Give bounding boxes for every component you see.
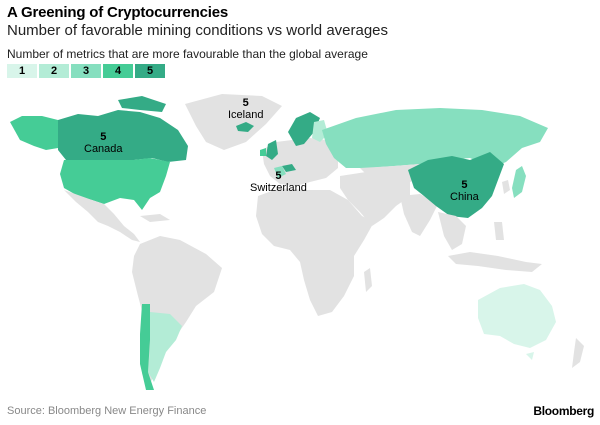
korea (502, 180, 510, 194)
legend-swatch-2: 2 (39, 64, 69, 78)
legend-swatch-4: 4 (103, 64, 133, 78)
usa (60, 158, 170, 210)
chart-title: A Greening of Cryptocurrencies (7, 4, 228, 21)
label-switzerland: 5 Switzerland (250, 170, 307, 194)
legend-swatch-1: 1 (7, 64, 37, 78)
southeast-asia (438, 212, 466, 250)
label-canada-name: Canada (84, 143, 123, 155)
russia (322, 108, 548, 168)
china (408, 152, 504, 218)
label-china-name: China (450, 191, 479, 203)
scandinavia (288, 112, 320, 146)
canada (58, 110, 188, 162)
caribbean (140, 214, 170, 222)
iceland (236, 122, 254, 132)
alaska (10, 116, 58, 150)
arctic-islands (118, 96, 166, 112)
legend-title: Number of metrics that are more favourab… (7, 47, 368, 61)
argentina (148, 312, 182, 382)
indonesia (448, 252, 542, 272)
label-iceland-count: 5 (242, 97, 249, 109)
label-canada-count: 5 (100, 131, 107, 143)
label-switzerland-name: Switzerland (250, 182, 307, 194)
ireland (260, 148, 266, 156)
australia (478, 284, 556, 348)
japan (512, 166, 526, 198)
switzerland (282, 164, 296, 172)
legend-swatch-3: 3 (71, 64, 101, 78)
world-map (10, 94, 584, 390)
label-china-count: 5 (461, 179, 468, 191)
madagascar (364, 268, 372, 292)
chart-subtitle: Number of favorable mining conditions vs… (7, 22, 389, 39)
brand-logo: Bloomberg (533, 404, 594, 418)
new-zealand (572, 338, 584, 368)
uk (266, 140, 278, 160)
mexico (64, 190, 140, 242)
chile (140, 304, 154, 390)
label-iceland-name: Iceland (228, 109, 264, 121)
legend-swatch-5: 5 (135, 64, 165, 78)
greenland (185, 94, 282, 150)
legend: 1 2 3 4 5 (7, 64, 167, 78)
central-asia (360, 164, 426, 182)
africa (256, 188, 374, 316)
france (274, 166, 286, 178)
label-canada: 5 Canada (84, 131, 123, 155)
philippines (494, 222, 504, 240)
middle-east (340, 172, 410, 226)
label-china: 5 China (450, 179, 479, 203)
india (400, 194, 438, 236)
tasmania (526, 352, 534, 360)
label-switzerland-count: 5 (275, 170, 282, 182)
label-iceland: 5 Iceland (228, 97, 263, 121)
source-note: Source: Bloomberg New Energy Finance (7, 405, 207, 417)
